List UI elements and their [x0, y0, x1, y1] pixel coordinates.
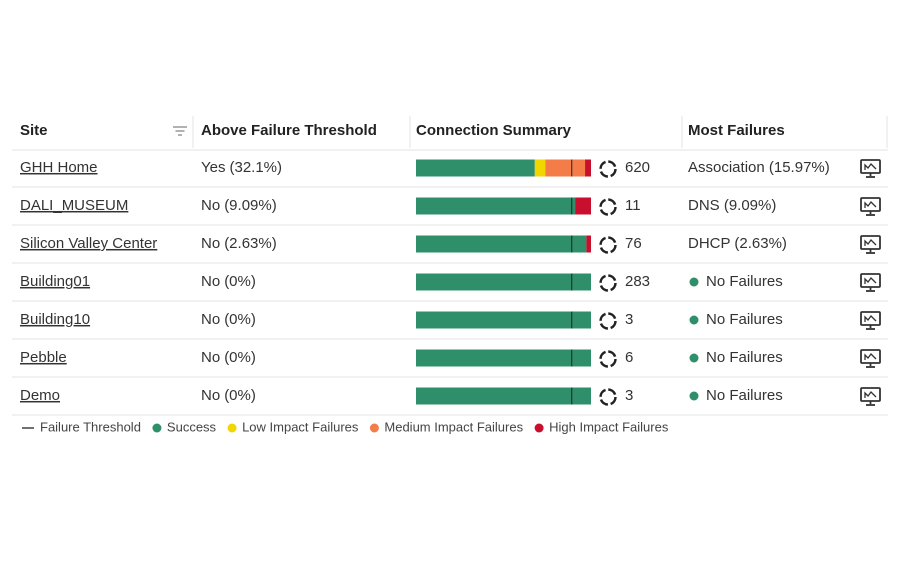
bar-segment [416, 197, 576, 215]
threshold-status: No [201, 235, 220, 252]
threshold-detail: (0%) [224, 311, 256, 328]
site-link[interactable]: Pebble [20, 349, 67, 366]
legend-label: Failure Threshold [40, 419, 141, 434]
bar-segment [534, 159, 546, 177]
threshold-detail: (0%) [224, 387, 256, 404]
monitor-icon[interactable] [860, 273, 881, 292]
site-link[interactable]: GHH Home [20, 159, 98, 176]
most-failures: DNS (9.09%) [688, 197, 776, 214]
most-failures: No Failures [706, 387, 783, 404]
monitor-icon[interactable] [860, 311, 881, 330]
threshold-detail: (9.09%) [224, 197, 277, 214]
legend-label: High Impact Failures [549, 419, 669, 434]
monitor-icon[interactable] [860, 235, 881, 254]
monitor-chart [864, 277, 877, 284]
most-failures: Association (15.97%) [688, 159, 830, 176]
donut-icon [599, 388, 617, 406]
most-failures: No Failures [706, 349, 783, 366]
connection-count: 76 [625, 235, 642, 252]
bar-segment [575, 197, 591, 215]
sort-filter-icon[interactable] [173, 126, 187, 136]
column-header: Site [20, 122, 48, 139]
header-row [12, 113, 888, 150]
monitor-chart [864, 315, 877, 322]
column-header: Connection Summary [416, 122, 572, 139]
legend-label: Medium Impact Failures [384, 419, 523, 434]
status-dot [689, 391, 699, 401]
most-failures: No Failures [706, 273, 783, 290]
donut-icon [599, 312, 617, 330]
threshold-detail: (0%) [224, 349, 256, 366]
connection-count: 6 [625, 349, 633, 366]
bar-segment [416, 159, 535, 177]
site-link[interactable]: DALI_MUSEUM [20, 197, 128, 214]
monitor-chart [864, 353, 877, 360]
bar-segment [585, 159, 591, 177]
bar-segment [545, 159, 586, 177]
site-link[interactable]: Building01 [20, 273, 90, 290]
donut-icon [599, 274, 617, 292]
connection-count: 11 [625, 197, 641, 214]
donut-icon [599, 198, 617, 216]
bar-segment [416, 273, 591, 291]
site-link[interactable]: Building10 [20, 311, 90, 328]
donut-icon [599, 160, 617, 178]
legend-dot [534, 423, 544, 433]
bar-segment [416, 235, 587, 253]
threshold-status: No [201, 387, 220, 404]
legend-label: Success [167, 419, 217, 434]
monitor-icon[interactable] [860, 387, 881, 406]
legend-dot [227, 423, 237, 433]
monitor-chart [864, 201, 877, 208]
connection-count: 283 [625, 273, 650, 290]
threshold-status: No [201, 273, 220, 290]
threshold-detail: (32.1%) [229, 159, 282, 176]
bar-segment [586, 235, 591, 253]
site-link[interactable]: Demo [20, 387, 60, 404]
threshold-detail: (2.63%) [224, 235, 277, 252]
bar-segment [416, 311, 591, 329]
most-failures: DHCP (2.63%) [688, 235, 787, 252]
status-dot [689, 353, 699, 363]
threshold-status: Yes [201, 159, 225, 176]
site-link[interactable]: Silicon Valley Center [20, 235, 157, 252]
donut-icon [599, 236, 617, 254]
status-dot [689, 315, 699, 325]
monitor-icon[interactable] [860, 349, 881, 368]
connection-count: 620 [625, 159, 650, 176]
monitor-chart [864, 163, 877, 170]
column-header: Above Failure Threshold [201, 122, 377, 139]
threshold-status: No [201, 197, 220, 214]
connection-count: 3 [625, 387, 633, 404]
donut-icon [599, 350, 617, 368]
bar-segment [416, 387, 591, 405]
monitor-chart [864, 391, 877, 398]
threshold-status: No [201, 349, 220, 366]
monitor-icon[interactable] [860, 159, 881, 178]
legend-label: Low Impact Failures [242, 419, 359, 434]
monitor-chart [864, 239, 877, 246]
threshold-status: No [201, 311, 220, 328]
most-failures: No Failures [706, 311, 783, 328]
threshold-detail: (0%) [224, 273, 256, 290]
monitor-icon[interactable] [860, 197, 881, 216]
column-header: Most Failures [688, 122, 785, 139]
legend-dot [152, 423, 162, 433]
bar-segment [416, 349, 591, 367]
legend-dot [369, 423, 379, 433]
connection-count: 3 [625, 311, 633, 328]
status-dot [689, 277, 699, 287]
